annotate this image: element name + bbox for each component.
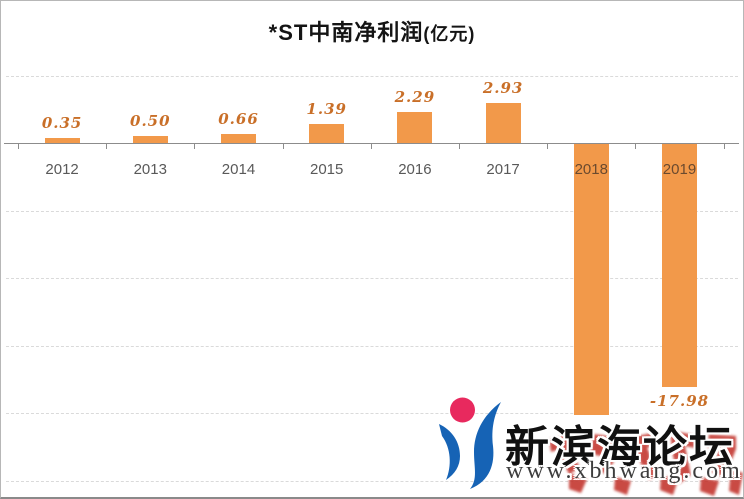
chart-title-unit: (亿元) bbox=[423, 24, 476, 44]
axis-tick bbox=[18, 144, 19, 149]
bar bbox=[573, 144, 609, 416]
red-stamp-strokes bbox=[549, 430, 743, 496]
logo-swoosh-left bbox=[439, 424, 460, 480]
axis-tick bbox=[547, 144, 549, 149]
bar bbox=[309, 124, 345, 143]
bar-value-label: 0.35 bbox=[41, 114, 83, 133]
bar bbox=[132, 136, 168, 144]
bar bbox=[221, 134, 256, 143]
gridline bbox=[6, 345, 738, 347]
gridline bbox=[6, 278, 738, 279]
x-tick-label: 2016 bbox=[398, 161, 432, 178]
x-tick-label: 2018 bbox=[574, 161, 608, 178]
x-tick-label: 2015 bbox=[310, 161, 344, 178]
bar bbox=[44, 138, 80, 143]
bar-value-label: 2.93 bbox=[482, 79, 524, 98]
axis-tick bbox=[723, 144, 725, 149]
chart-title-main: *ST中南净利润 bbox=[268, 20, 424, 45]
gridline bbox=[6, 413, 738, 414]
bar-value-label: -17.98 bbox=[649, 391, 710, 410]
bar bbox=[662, 144, 697, 387]
x-axis-line bbox=[4, 143, 739, 144]
axis-tick bbox=[106, 144, 108, 149]
site-name: 新滨海论坛 bbox=[505, 423, 735, 472]
site-logo bbox=[439, 397, 501, 489]
chart-title: *ST中南净利润(亿元) bbox=[1, 15, 743, 47]
x-tick-label: 2014 bbox=[221, 161, 256, 178]
red-stamp-watermark bbox=[549, 430, 743, 496]
axis-tick bbox=[194, 144, 196, 149]
x-tick-label: 2012 bbox=[45, 161, 79, 178]
x-tick-label: 2017 bbox=[486, 161, 520, 178]
logo-swoosh-main bbox=[470, 402, 501, 489]
bar bbox=[397, 112, 433, 143]
gridline bbox=[6, 75, 738, 77]
x-tick-label: 2013 bbox=[133, 161, 167, 178]
axis-tick bbox=[282, 144, 284, 149]
bar-value-label: 0.50 bbox=[130, 112, 171, 131]
gridline bbox=[6, 210, 738, 212]
bar bbox=[485, 103, 521, 143]
x-tick-label: 2019 bbox=[662, 161, 697, 178]
axis-tick bbox=[459, 144, 460, 149]
axis-tick bbox=[370, 144, 372, 149]
bar-value-label: 2.29 bbox=[394, 88, 436, 107]
gridline bbox=[6, 480, 738, 482]
logo-dot bbox=[450, 397, 475, 423]
site-url: www.xbhwang.com bbox=[506, 458, 743, 484]
bar-value-label: 1.39 bbox=[306, 100, 347, 119]
axis-tick bbox=[635, 144, 637, 149]
bar-value-label: 0.66 bbox=[218, 110, 259, 129]
